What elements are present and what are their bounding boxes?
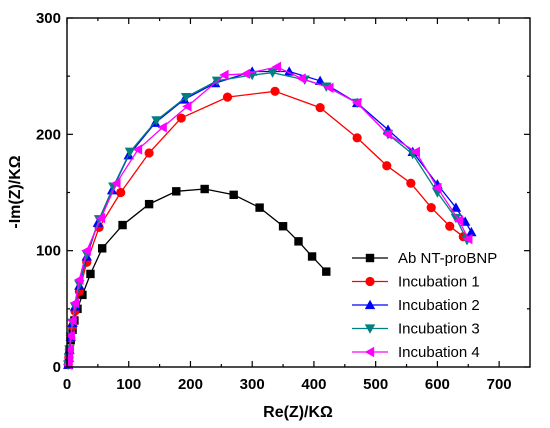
data-point — [124, 147, 136, 157]
data-point — [463, 233, 473, 245]
x-tick-label: 700 — [487, 376, 512, 393]
y-tick-label: 100 — [36, 243, 61, 260]
data-point — [116, 187, 126, 198]
x-axis-title: Re(Z)/KΩ — [263, 404, 333, 421]
legend-marker — [364, 299, 376, 310]
data-point — [219, 69, 229, 81]
data-point — [176, 113, 186, 123]
data-point — [78, 290, 87, 300]
legend-entry-5: Incubation 4 — [352, 344, 480, 361]
data-point — [86, 269, 95, 279]
data-point — [172, 187, 181, 196]
data-point — [74, 274, 84, 285]
data-point — [278, 222, 288, 231]
legend-marker — [365, 276, 375, 287]
legend-entry-3: Incubation 2 — [352, 297, 480, 314]
data-point — [229, 190, 238, 200]
y-tick-label: 0 — [53, 359, 61, 376]
legend-marker — [365, 253, 375, 263]
legend-label: Incubation 3 — [398, 321, 480, 338]
data-point — [81, 245, 91, 256]
data-point — [450, 202, 462, 212]
data-point — [118, 220, 127, 230]
y-axis-title: -Im(Z)/KΩ — [7, 155, 24, 228]
data-point — [157, 122, 167, 133]
data-point — [324, 82, 334, 93]
data-point — [267, 68, 278, 78]
legend-label: Ab NT-proBNP — [398, 250, 497, 267]
data-point — [432, 182, 442, 194]
tick-layer: 0 100 200 300 400 500 600 700 0 100 200 300 — [36, 10, 530, 393]
data-point — [453, 215, 464, 226]
x-tick-label: 400 — [301, 376, 326, 393]
data-point — [426, 203, 436, 213]
data-point — [240, 68, 251, 80]
x-tick-label: 600 — [425, 376, 450, 393]
data-point — [307, 252, 317, 261]
x-tick-label: 500 — [363, 376, 388, 393]
data-point — [182, 101, 192, 112]
data-point — [180, 92, 192, 103]
data-point — [144, 148, 154, 158]
data-point — [466, 226, 477, 237]
data-point — [132, 144, 143, 155]
data-point — [271, 61, 282, 73]
plot-frame — [66, 17, 531, 368]
x-tick-label: 0 — [63, 376, 71, 393]
data-point — [69, 297, 80, 309]
data-point — [294, 237, 303, 246]
data-point — [410, 146, 420, 157]
y-tick-label: 200 — [36, 126, 61, 143]
data-point — [445, 221, 455, 231]
data-point — [63, 352, 74, 363]
data-point — [406, 178, 416, 188]
legend-entry-2: Incubation 1 — [352, 274, 480, 291]
legend-label: Incubation 1 — [398, 274, 480, 291]
data-point — [352, 133, 362, 143]
data-point — [270, 86, 280, 96]
legend-marker — [364, 346, 375, 358]
series-5 — [63, 61, 473, 370]
data-point — [97, 244, 107, 253]
data-point — [315, 102, 325, 113]
data-point — [222, 92, 233, 102]
data-point — [450, 213, 462, 224]
data-point — [296, 73, 306, 84]
legend-entry-4: Incubation 3 — [352, 321, 480, 338]
legend: Ab NT-proBNP Incubation 1 Incubation 2 Incu… — [352, 250, 497, 361]
data-point — [351, 97, 362, 109]
x-tick-label: 300 — [240, 376, 265, 393]
data-point — [322, 267, 331, 276]
data-point — [200, 184, 209, 194]
data-point — [65, 330, 75, 341]
data-point — [255, 203, 264, 212]
y-tick-label: 300 — [36, 10, 61, 27]
data-point — [144, 199, 154, 209]
x-tick-label: 200 — [178, 376, 203, 393]
data-point — [67, 315, 77, 326]
data-point — [95, 212, 106, 224]
legend-label: Incubation 2 — [398, 297, 480, 314]
data-point — [382, 161, 392, 171]
data-point — [382, 129, 393, 140]
x-tick-label: 100 — [116, 376, 141, 393]
legend-entry-1: Ab NT-proBNP — [352, 250, 497, 267]
data-point — [64, 344, 74, 355]
legend-label: Incubation 4 — [398, 344, 480, 361]
data-point — [151, 116, 162, 126]
legend-marker — [364, 324, 376, 334]
data-point — [111, 177, 121, 189]
